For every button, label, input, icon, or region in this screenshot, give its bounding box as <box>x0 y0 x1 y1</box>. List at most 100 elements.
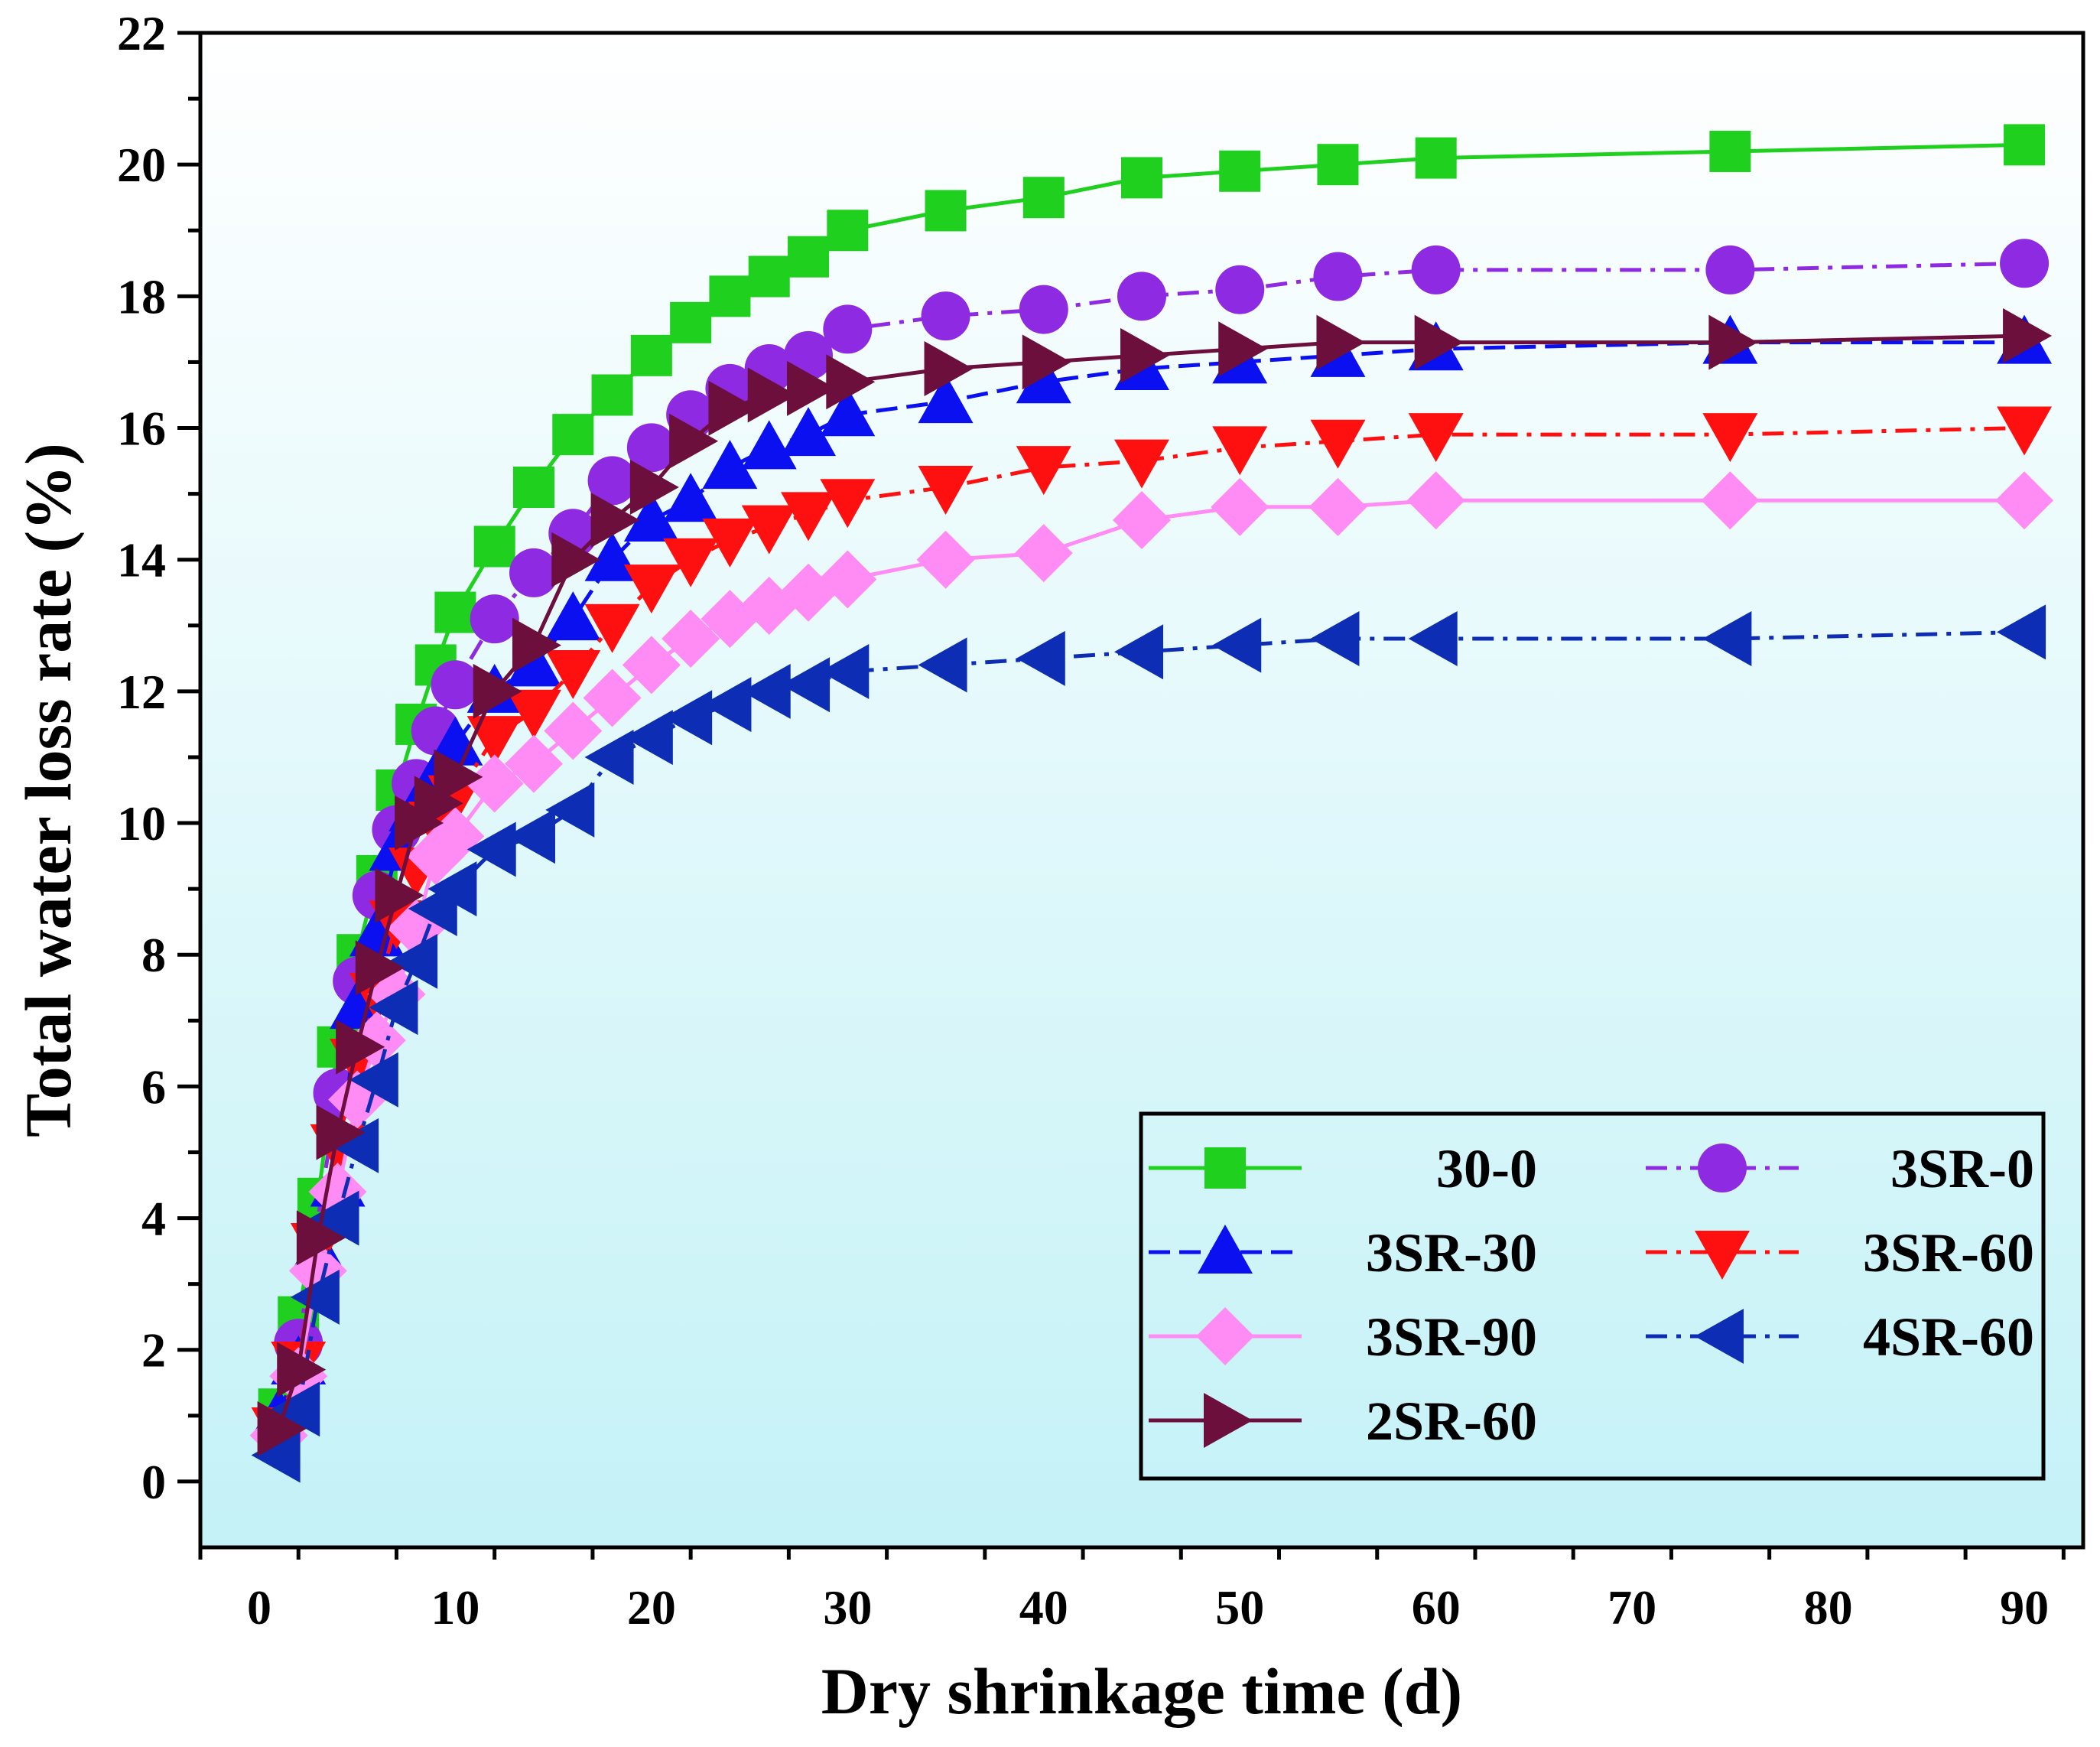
data-point <box>330 980 385 1030</box>
data-point <box>702 440 758 490</box>
legend-item: 3SR-30 <box>1149 1222 1537 1283</box>
data-point <box>1218 321 1268 377</box>
data-point <box>1022 177 1065 219</box>
data-point <box>623 493 679 542</box>
data-point <box>545 650 601 700</box>
y-axis: 0 2 4 6 8 10 12 14 16 18 20 22 <box>117 6 200 1509</box>
data-point <box>505 689 561 739</box>
data-point <box>504 734 563 793</box>
data-point <box>918 466 974 515</box>
data-point <box>626 423 676 473</box>
legend-marker <box>1204 1147 1246 1189</box>
data-point <box>748 255 790 298</box>
data-point <box>584 532 640 581</box>
data-point <box>1310 419 1366 469</box>
data-point <box>823 304 873 354</box>
data-point <box>709 275 751 317</box>
data-point <box>336 1019 385 1075</box>
data-point <box>427 716 483 766</box>
data-point <box>2003 308 2053 363</box>
data-point <box>1019 285 1068 334</box>
data-point <box>251 1427 301 1483</box>
data-point <box>669 413 719 469</box>
y-tick-label: 6 <box>141 1059 166 1114</box>
y-axis-title: Total water loss rate (%) <box>11 443 85 1137</box>
data-point <box>741 663 791 719</box>
data-point <box>584 603 640 653</box>
data-point <box>924 341 974 397</box>
data-point <box>820 479 876 529</box>
data-point <box>552 414 594 456</box>
data-point <box>509 548 558 597</box>
data-point <box>414 776 463 831</box>
x-axis: 0 10 20 30 40 50 60 70 80 90 <box>198 1547 2066 1635</box>
data-point <box>587 456 637 506</box>
data-point <box>1702 413 1758 463</box>
data-point <box>663 690 713 746</box>
series-4SR-60 <box>251 604 2046 1483</box>
data-point <box>388 933 438 989</box>
data-point <box>545 782 595 838</box>
data-point <box>310 1190 359 1246</box>
data-point <box>1997 406 2053 456</box>
x-tick-label: 90 <box>2000 1580 2049 1635</box>
data-point <box>551 532 601 587</box>
data-point <box>1408 611 1458 666</box>
data-point <box>1114 624 1163 680</box>
legend-item: 3SR-0 <box>1646 1138 2034 1199</box>
data-point <box>827 210 869 252</box>
data-point <box>1995 471 2054 530</box>
legend-marker <box>1196 1307 1254 1365</box>
data-point <box>1121 157 1162 199</box>
data-point <box>583 669 642 727</box>
x-axis-title: Dry shrinkage time (d) <box>821 1654 1462 1728</box>
data-point <box>1212 617 1262 673</box>
y-tick-label: 18 <box>117 269 166 324</box>
data-point <box>663 538 719 587</box>
data-point <box>818 550 877 609</box>
data-point <box>466 716 522 766</box>
legend-label: 4SR-60 <box>1863 1306 2034 1368</box>
data-point <box>512 467 554 508</box>
data-point <box>1219 150 1261 192</box>
data-point <box>355 940 405 996</box>
data-point <box>1120 327 1169 383</box>
y-tick-label: 4 <box>141 1192 166 1246</box>
data-point <box>466 821 516 877</box>
legend-item: 30-0 <box>1149 1138 1537 1199</box>
legend-marker <box>1695 1231 1750 1280</box>
y-tick-label: 14 <box>117 533 166 587</box>
legend-marker <box>1698 1144 1747 1192</box>
y-tick-label: 20 <box>117 138 166 192</box>
legend-marker <box>1695 1309 1744 1364</box>
data-point <box>1702 611 1752 666</box>
x-tick-label: 50 <box>1215 1580 1264 1635</box>
data-point <box>622 636 681 695</box>
data-point <box>590 493 640 548</box>
data-point <box>257 1401 307 1457</box>
data-point <box>702 518 758 568</box>
data-point <box>2004 124 2046 166</box>
data-point <box>826 354 876 410</box>
data-point <box>708 380 758 436</box>
data-point <box>662 610 720 668</box>
y-tick-label: 0 <box>141 1455 166 1509</box>
legend-marker <box>1198 1225 1253 1274</box>
data-point <box>473 663 522 719</box>
y-tick-label: 10 <box>117 796 166 851</box>
data-point <box>623 710 673 766</box>
data-point <box>1411 245 1461 294</box>
plot-frame <box>198 31 2085 1550</box>
data-point <box>781 407 837 457</box>
x-tick-label: 70 <box>1608 1580 1656 1635</box>
data-point <box>1114 439 1169 489</box>
data-point <box>630 334 672 376</box>
data-point <box>296 1210 346 1266</box>
data-point <box>1708 314 1758 370</box>
legend-label: 3SR-90 <box>1366 1306 1537 1368</box>
data-point <box>465 754 524 813</box>
data-point <box>2000 239 2050 288</box>
legend-label: 3SR-60 <box>1863 1222 2034 1283</box>
data-point <box>1313 252 1363 301</box>
